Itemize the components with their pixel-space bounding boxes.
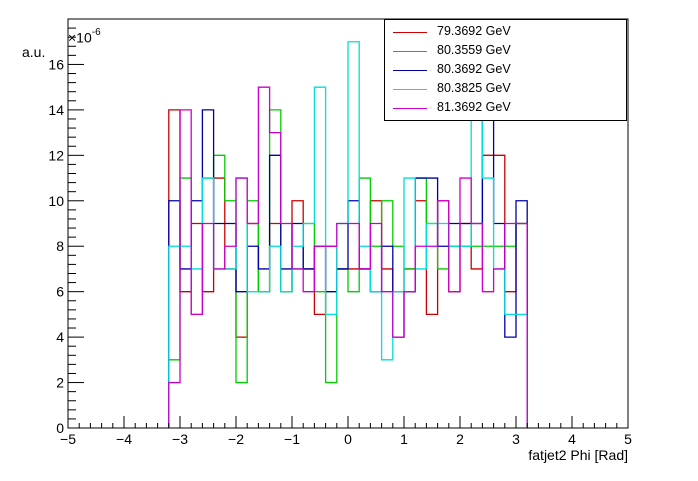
legend-label: 80.3692 GeV <box>437 62 511 76</box>
series-line-3 <box>168 109 528 428</box>
x-tick-label: 0 <box>344 431 352 447</box>
legend-entry: 80.3692 GeV <box>385 61 626 80</box>
y-tick-label: 10 <box>48 193 64 209</box>
y-tick-label: 12 <box>48 147 64 163</box>
legend-label: 80.3559 GeV <box>437 43 511 57</box>
legend-label: 79.3692 GeV <box>437 24 511 38</box>
x-tick-label: 4 <box>568 431 576 447</box>
y-tick-label: 2 <box>56 375 64 391</box>
x-tick-label: −2 <box>228 431 244 447</box>
legend-entry: 80.3825 GeV <box>385 80 626 99</box>
legend-entry: 80.3559 GeV <box>385 42 626 61</box>
legend-swatch <box>393 89 427 90</box>
x-tick-label: 1 <box>400 431 408 447</box>
x-tick-label: −5 <box>60 431 76 447</box>
legend-entry: 81.3692 GeV <box>385 99 626 118</box>
legend-swatch <box>393 51 427 52</box>
legend: 79.3692 GeV 80.3559 GeV 80.3692 GeV 80.3… <box>384 19 627 121</box>
y-tick-label: 0 <box>56 420 64 436</box>
x-tick-label: −4 <box>116 431 132 447</box>
legend-entry: 79.3692 GeV <box>385 23 626 42</box>
y-tick-label: 8 <box>56 238 64 254</box>
x-tick-label: −1 <box>284 431 300 447</box>
legend-label: 81.3692 GeV <box>437 100 511 114</box>
legend-label: 80.3825 GeV <box>437 81 511 95</box>
legend-swatch <box>393 108 427 109</box>
x-tick-label: −3 <box>172 431 188 447</box>
legend-swatch <box>393 70 427 71</box>
y-tick-label: 6 <box>56 284 64 300</box>
x-tick-label: 5 <box>624 431 632 447</box>
y-tick-label: 14 <box>48 102 64 118</box>
y-axis-title: a.u. <box>22 44 46 60</box>
y-axis-exponent: ×10-6 <box>68 27 101 46</box>
legend-swatch <box>393 32 427 33</box>
y-tick-label: 16 <box>48 56 64 72</box>
y-tick-label: 4 <box>56 329 64 345</box>
x-tick-label: 2 <box>456 431 464 447</box>
x-axis-title: fatjet2 Phi [Rad] <box>528 447 628 463</box>
series-line-5 <box>168 86 528 428</box>
x-tick-label: 3 <box>512 431 520 447</box>
